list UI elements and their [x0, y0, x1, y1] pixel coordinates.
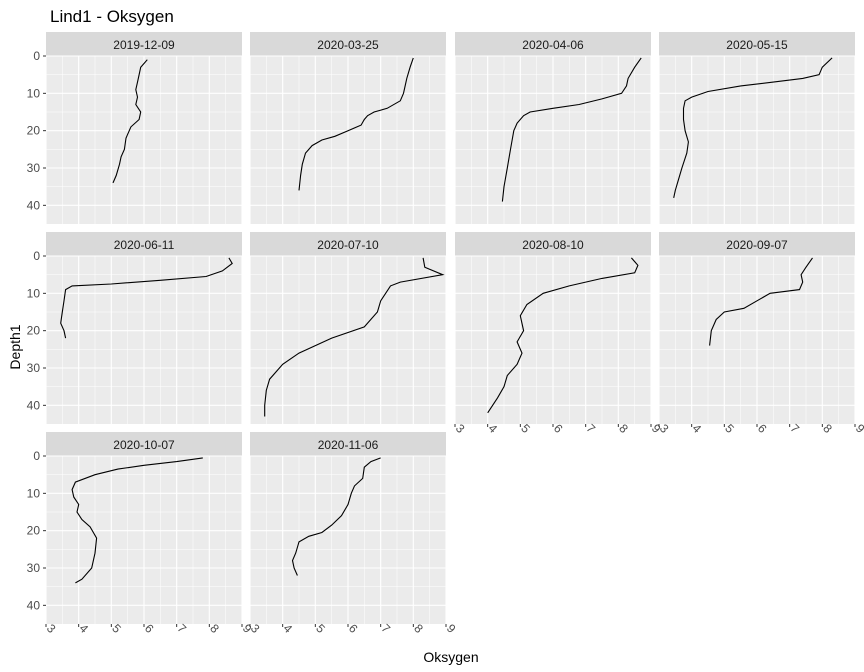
facet-panel-2020-08-10: 2020-08-103 4 5 6 7 8 9: [453, 232, 664, 436]
y-tick-label: 40: [27, 198, 41, 212]
facet-strip: [659, 232, 855, 256]
facet-strip-label: 2020-10-07: [113, 438, 175, 452]
y-tick-label: 40: [27, 598, 41, 612]
facet-strip: [46, 32, 242, 56]
facet-panel-2019-12-09: 2019-12-09 0 10 20 30 40: [27, 32, 243, 224]
facet-strip: [46, 432, 242, 456]
y-tick-label: 0: [33, 249, 40, 263]
y-tick-label: 40: [27, 398, 41, 412]
facet-panels: 2019-12-09 0 10 20 30 40 2020-03-25 2020-04-06 2…: [27, 32, 864, 636]
chart-title: Lind1 - Oksygen: [50, 7, 174, 26]
facet-strip: [455, 32, 651, 56]
series-line-2020-10-07: [71, 457, 203, 584]
x-axis-title: Oksygen: [423, 649, 478, 665]
y-tick-label: 30: [27, 561, 41, 575]
facet-panel-2020-07-10: 2020-07-10: [249, 232, 447, 424]
facet-strip-label: 2020-03-25: [317, 38, 379, 52]
y-tick-label: 0: [33, 449, 40, 463]
facet-panel-2020-11-06: 2020-11-063 4 5 6 7 8 9: [248, 432, 459, 636]
y-tick-label: 10: [27, 86, 41, 100]
series-line-2019-12-09: [112, 59, 148, 184]
facet-panel-2020-05-15: 2020-05-15: [658, 32, 856, 224]
series-line-2020-04-06: [501, 57, 642, 202]
y-tick-label: 20: [27, 324, 41, 338]
facet-strip-label: 2020-08-10: [522, 238, 584, 252]
facet-panel-2020-04-06: 2020-04-06: [454, 32, 652, 224]
facet-panel-2020-09-07: 2020-09-073 4 5 6 7 8 9: [657, 232, 864, 436]
y-tick-label: 10: [27, 486, 41, 500]
y-tick-label: 30: [27, 361, 41, 375]
facet-strip: [250, 232, 446, 256]
series-line-2020-06-11: [60, 257, 233, 339]
facet-strip-label: 2019-12-09: [113, 38, 175, 52]
facet-strip: [250, 32, 446, 56]
y-tick-label: 30: [27, 161, 41, 175]
y-tick-label: 0: [33, 49, 40, 63]
facet-strip: [250, 432, 446, 456]
x-tick-label: 9: [853, 421, 864, 436]
series-line-2020-11-06: [291, 457, 381, 576]
facet-strip-label: 2020-06-11: [114, 238, 175, 252]
y-tick-label: 20: [27, 524, 41, 538]
facet-panel-2020-03-25: 2020-03-25: [249, 32, 447, 224]
series-line-2020-07-10: [264, 257, 445, 417]
facet-strip: [455, 232, 651, 256]
y-axis-title: Depth1: [7, 324, 23, 369]
facet-strip: [659, 32, 855, 56]
series-line-2020-08-10: [487, 257, 639, 414]
facet-strip: [46, 232, 242, 256]
series-line-2020-03-25: [298, 57, 414, 191]
facet-panel-2020-06-11: 2020-06-11 0 10 20 30 40: [27, 232, 243, 424]
series-line-2020-09-07: [709, 257, 813, 346]
facet-strip-label: 2020-09-07: [726, 238, 788, 252]
facet-strip-label: 2020-05-15: [726, 38, 788, 52]
facet-strip-label: 2020-11-06: [318, 438, 379, 452]
y-tick-label: 20: [27, 124, 41, 138]
y-tick-label: 10: [27, 286, 41, 300]
facet-strip-label: 2020-07-10: [317, 238, 379, 252]
series-line-2020-05-15: [673, 57, 833, 199]
facet-strip-label: 2020-04-06: [522, 38, 584, 52]
